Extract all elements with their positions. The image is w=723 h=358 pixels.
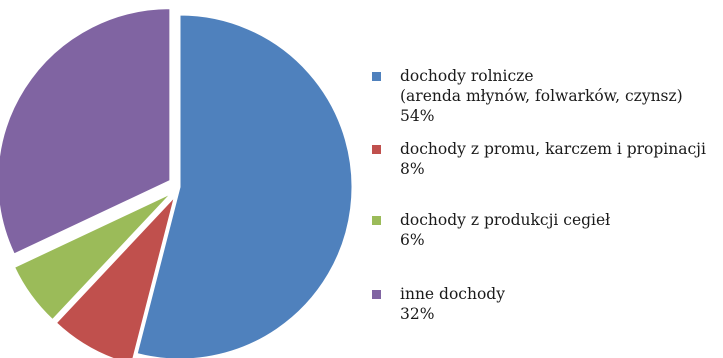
legend-swatch-inne (372, 290, 381, 299)
legend-value-prom: 8% (400, 160, 425, 178)
legend-swatch-rolnicze (372, 72, 381, 81)
legend-label-inne-line1: inne dochody (400, 285, 505, 303)
legend-label-prom-line1: dochody z promu, karczem i propinacji (400, 140, 706, 158)
legend-label-rolnicze-line1: dochody rolnicze (400, 67, 534, 85)
legend-swatch-prom (372, 145, 381, 154)
legend-label-cegly-line1: dochody z produkcji cegieł (400, 211, 611, 229)
slice-prom (55, 197, 175, 358)
legend-value-inne: 32% (400, 305, 435, 323)
legend-swatch-cegly (372, 216, 381, 225)
legend-label-rolnicze-line2: (arenda młynów, folwarków, czynsz) (400, 87, 683, 105)
slice-rolnicze (136, 14, 353, 358)
legend-value-rolnicze: 54% (400, 107, 435, 125)
legend-value-cegly: 6% (400, 231, 425, 249)
slice-cegly (13, 193, 171, 321)
slice-inne (0, 8, 171, 255)
